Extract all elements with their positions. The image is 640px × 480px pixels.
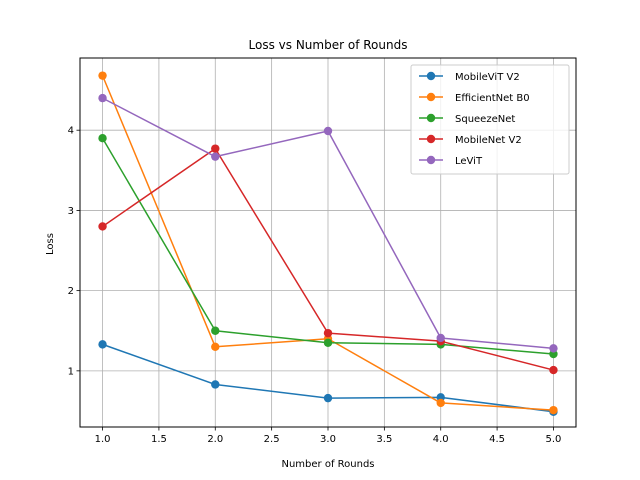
data-point — [549, 405, 558, 415]
legend-swatch-marker — [426, 71, 436, 81]
data-point — [323, 126, 333, 136]
legend-label: SqueezeNet — [455, 114, 515, 125]
x-tick-label: 4.5 — [489, 434, 505, 445]
data-point — [549, 344, 558, 353]
legend-item: LeViT — [419, 155, 483, 167]
legend-label: EfficientNet B0 — [455, 93, 530, 104]
data-point — [436, 333, 445, 343]
data-point — [211, 144, 220, 153]
x-tick-label: 3.0 — [320, 434, 336, 445]
legend-label: MobileNet V2 — [455, 135, 522, 146]
data-point — [211, 152, 220, 161]
y-tick-label: 1 — [68, 366, 74, 377]
y-tick-label: 3 — [68, 206, 74, 217]
legend-swatch-marker — [426, 134, 436, 144]
legend-item: SqueezeNet — [419, 113, 515, 125]
data-point — [323, 328, 333, 338]
x-axis-label: Number of Rounds — [281, 459, 374, 470]
x-tick-label: 4.0 — [433, 434, 449, 445]
legend-box — [410, 64, 570, 175]
legend-item: MobileViT V2 — [419, 71, 520, 83]
data-point — [211, 326, 220, 335]
x-tick-label: 1.5 — [151, 434, 167, 445]
legend-label: LeViT — [455, 156, 483, 167]
x-tick-label: 2.5 — [264, 434, 280, 445]
legend-item: EfficientNet B0 — [419, 92, 530, 104]
data-point — [549, 365, 558, 375]
x-tick-label: 5.0 — [546, 434, 562, 445]
legend-swatch-marker — [426, 155, 436, 165]
data-point — [98, 93, 107, 103]
legend-label: MobileViT V2 — [455, 72, 520, 83]
data-point — [98, 222, 107, 231]
data-point — [436, 398, 445, 408]
data-point — [323, 338, 333, 347]
data-point — [98, 71, 107, 80]
y-axis-label: Loss — [45, 233, 56, 255]
chart-title: Loss vs Number of Rounds — [249, 38, 408, 52]
legend-item: MobileNet V2 — [419, 134, 522, 146]
series-layer — [98, 71, 558, 416]
series-mobilevit-v2 — [98, 340, 558, 416]
data-point — [211, 342, 220, 351]
y-tick-label: 4 — [68, 126, 74, 137]
series-levit — [98, 93, 558, 353]
data-point — [211, 380, 220, 389]
legend: MobileViT V2 EfficientNet B0 SqueezeNet Mob… — [410, 64, 570, 175]
legend-swatch-marker — [426, 92, 436, 102]
x-tick-label: 1.0 — [95, 434, 111, 445]
x-tick-label: 3.5 — [376, 434, 392, 445]
data-point — [323, 393, 333, 403]
x-tick-label: 2.0 — [207, 434, 223, 445]
data-point — [98, 340, 107, 349]
data-point — [98, 134, 107, 143]
y-tick-label: 2 — [68, 286, 74, 297]
ticks-layer: 1.0 1.5 2.0 2.5 3.0 3.5 4.0 4.5 5.0 1 2 3 4 — [68, 126, 562, 445]
legend-swatch-marker — [426, 113, 436, 123]
series-mobilenet-v2 — [98, 144, 558, 375]
